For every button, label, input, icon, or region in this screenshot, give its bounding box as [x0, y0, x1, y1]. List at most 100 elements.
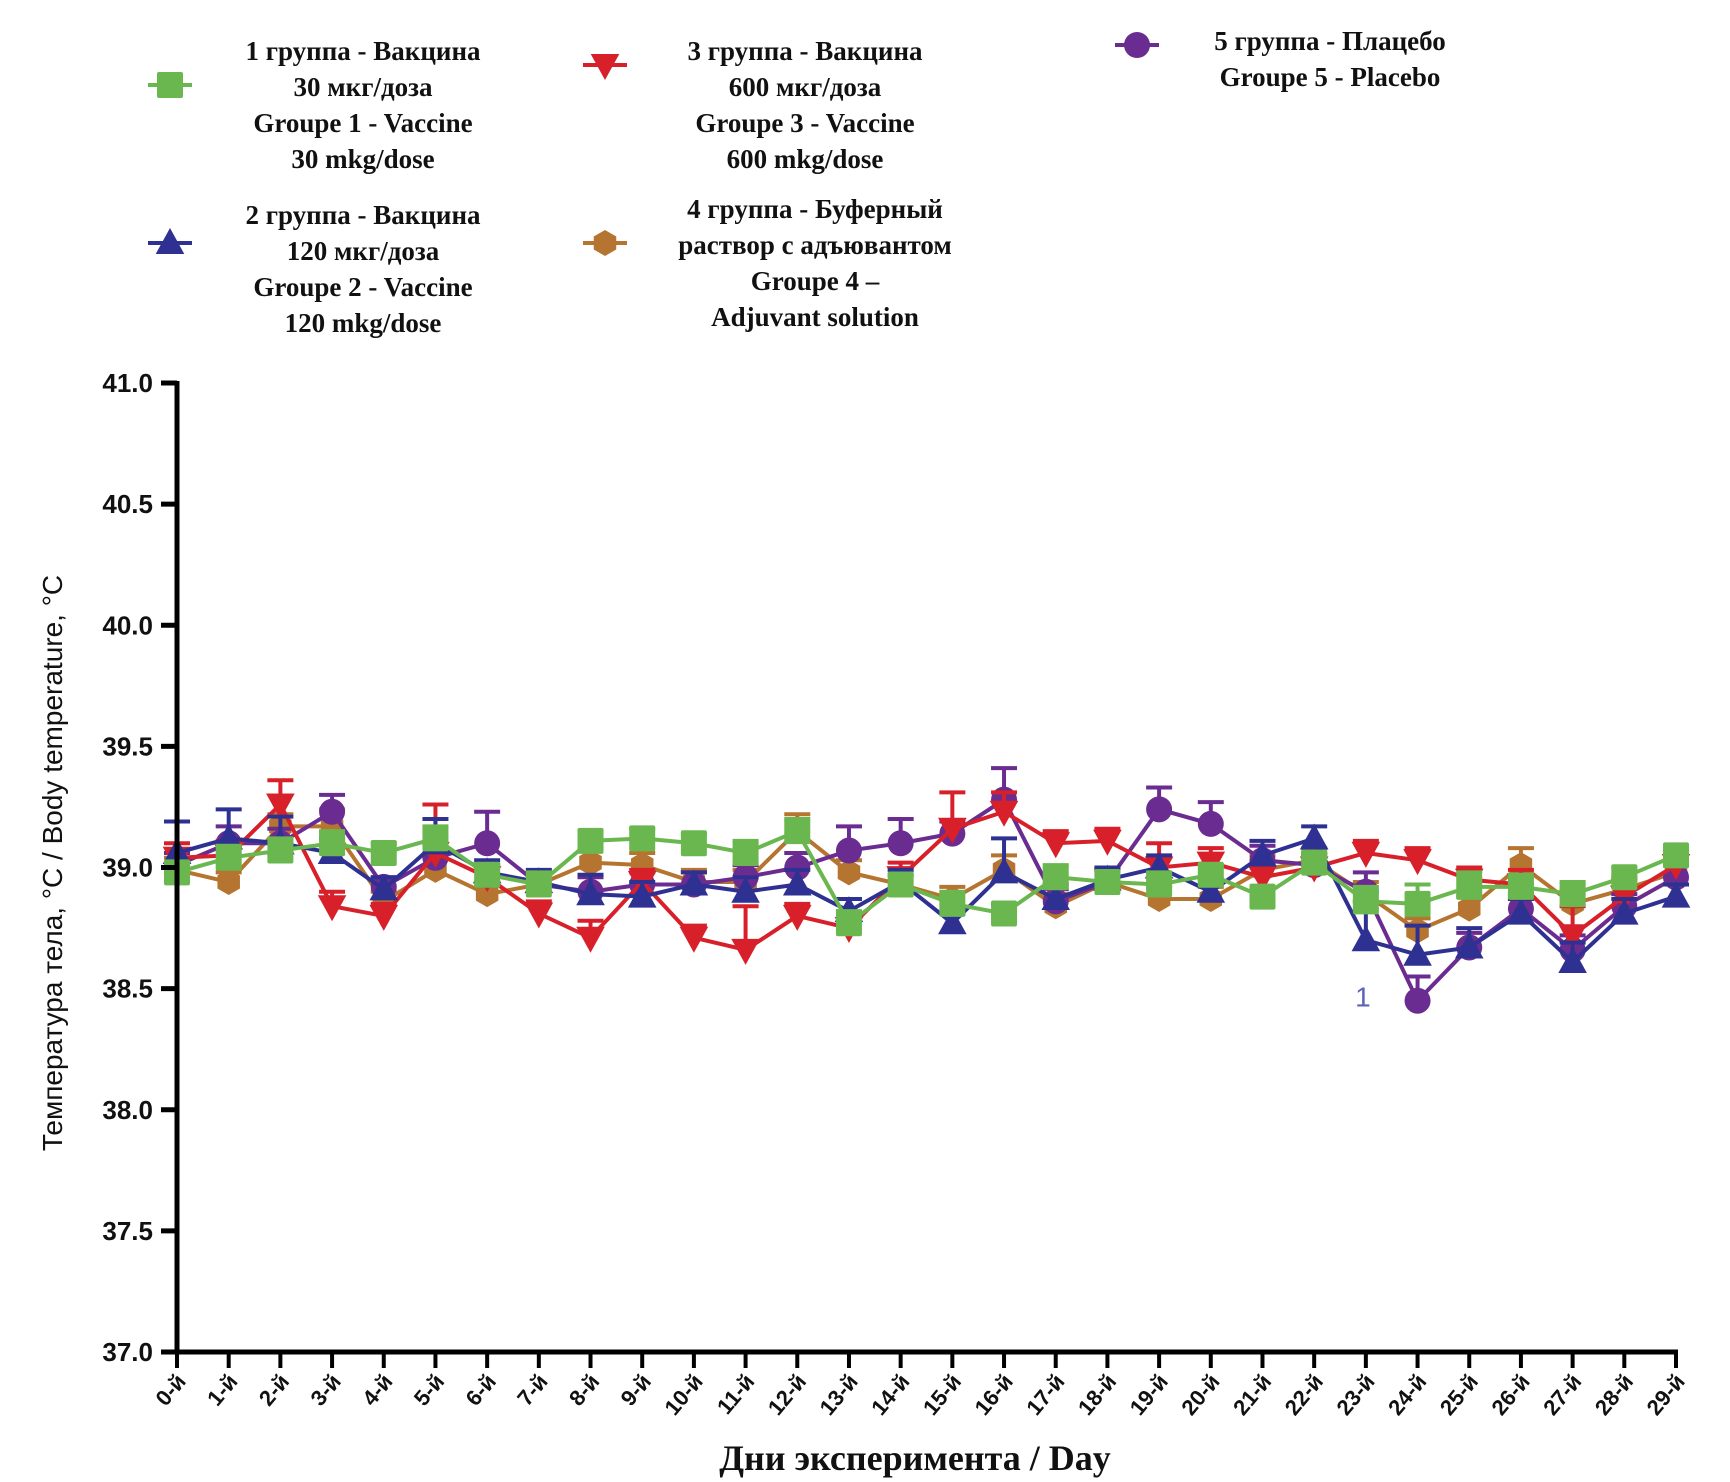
data-point: [576, 879, 605, 906]
legend-marker-icon: [157, 72, 183, 98]
x-tick-label: 9-й: [616, 1369, 656, 1410]
data-point: [731, 938, 760, 965]
series-line: [176, 835, 1677, 965]
data-point: [835, 837, 862, 864]
data-point: [732, 839, 759, 866]
x-tick-label: 16-й: [970, 1369, 1018, 1420]
data-point: [317, 895, 347, 922]
legend-marker-icon: [1124, 32, 1150, 58]
annotations: 1: [1355, 982, 1371, 1013]
data-point: [782, 869, 812, 896]
x-tick-label: 7-й: [512, 1369, 552, 1410]
x-tick-label: 10-й: [659, 1369, 707, 1420]
legend-label: Groupe 4 –: [751, 266, 880, 296]
x-tick-label: 12-й: [763, 1369, 811, 1420]
data-point: [835, 910, 862, 937]
data-point: [1197, 861, 1224, 888]
data-point: [1610, 898, 1639, 925]
x-tick-label: 15-й: [918, 1369, 966, 1420]
data-point: [1611, 864, 1638, 891]
x-tick-label: 18-й: [1073, 1369, 1121, 1420]
data-point: [887, 830, 914, 857]
legend-item-4: 4 группа - Буферный раствор с адъювантом G…: [583, 194, 952, 332]
data-point: [1196, 876, 1226, 903]
data-point: [989, 857, 1019, 884]
data-point: [576, 926, 605, 953]
data-point: [837, 859, 861, 886]
data-point: [369, 904, 399, 931]
data-point: [1663, 842, 1689, 869]
y-tick-label: 40.0: [102, 610, 153, 640]
x-tick-label: 8-й: [564, 1369, 604, 1410]
legend-label: 5 группа - Плацебо: [1214, 26, 1446, 56]
annotation-label: 1: [1355, 982, 1371, 1013]
data-point: [629, 825, 656, 852]
data-point: [679, 869, 709, 896]
data-point: [679, 926, 709, 953]
data-point: [938, 817, 967, 844]
data-point: [887, 871, 914, 898]
data-point: [1351, 841, 1381, 868]
data-point: [784, 854, 811, 881]
x-tick-label: 20-й: [1176, 1369, 1224, 1420]
x-tick-label: 4-й: [357, 1369, 397, 1410]
legend-label: 600 mkg/dose: [727, 144, 884, 174]
legend-label: 120 мкг/доза: [287, 236, 440, 266]
data-point: [680, 830, 707, 857]
legend-label: 30 мкг/доза: [294, 72, 433, 102]
legend-item-1: 1 группа - Вакцина 30 мкг/доза Groupe 1 - …: [148, 36, 481, 174]
data-point: [319, 830, 346, 857]
legend: 1 группа - Вакцина 30 мкг/доза Groupe 1 - …: [148, 26, 1446, 338]
legend-label: 3 группа - Вакцина: [687, 36, 923, 66]
data-point: [370, 839, 397, 866]
data-point: [1558, 947, 1587, 974]
x-tick-label: 13-й: [815, 1369, 863, 1420]
data-point: [1403, 849, 1432, 876]
legend-marker-icon: [593, 230, 617, 256]
x-ticks: 0-й 1-й 2-й 3-й 4-й 5-й 6-й 7-й 8-й 9-й 10-й 11-й 12…: [150, 1352, 1690, 1420]
x-tick-label: 5-й: [409, 1369, 449, 1410]
data-point: [369, 874, 399, 901]
y-ticks: 37.0 37.5 38.0 38.5 39.0 39.5 40.0 40.5 41.0: [102, 368, 177, 1367]
legend-label: Adjuvant solution: [711, 302, 919, 332]
y-axis-title: Температура тела, °C / Body temperature,…: [37, 575, 68, 1151]
y-tick-label: 38.5: [102, 974, 153, 1004]
data-point: [215, 844, 242, 871]
legend-label: 1 группа - Вакцина: [245, 36, 481, 66]
data-point: [627, 881, 657, 908]
legend-item-5: 5 группа - Плацебо Groupe 5 - Placebo: [1115, 26, 1446, 92]
data-point: [1457, 895, 1481, 922]
series-1: [164, 817, 1689, 937]
x-tick-label: 19-й: [1125, 1369, 1173, 1420]
y-tick-label: 38.0: [102, 1095, 153, 1125]
data-point: [1352, 888, 1379, 915]
data-point: [989, 800, 1019, 827]
data-point: [1403, 939, 1432, 966]
data-point: [938, 908, 967, 935]
legend-marker-icon: [590, 53, 620, 80]
data-point: [782, 904, 812, 931]
x-tick-label: 28-й: [1590, 1369, 1638, 1420]
legend-label: 4 группа - Буферный: [687, 194, 943, 224]
y-tick-label: 41.0: [102, 368, 153, 398]
data-point: [991, 900, 1018, 927]
series-layer: [162, 766, 1691, 1014]
legend-label: Groupe 5 - Placebo: [1220, 62, 1441, 92]
legend-label: Groupe 3 - Vaccine: [695, 108, 914, 138]
data-point: [1094, 869, 1121, 896]
data-point: [1404, 890, 1431, 917]
legend-label: Groupe 1 - Vaccine: [253, 108, 472, 138]
data-point: [422, 825, 449, 852]
legend-marker-icon: [155, 228, 185, 255]
data-point: [1249, 883, 1276, 910]
x-tick-label: 29-й: [1642, 1369, 1690, 1420]
data-point: [1661, 881, 1691, 908]
x-axis-title: Дни эксперимента / Day: [719, 1438, 1110, 1478]
data-point: [1454, 932, 1484, 959]
x-tick-label: 27-й: [1538, 1369, 1586, 1420]
data-point: [525, 871, 552, 898]
data-point: [1197, 810, 1224, 837]
data-point: [1559, 881, 1586, 908]
data-point: [1507, 873, 1534, 900]
